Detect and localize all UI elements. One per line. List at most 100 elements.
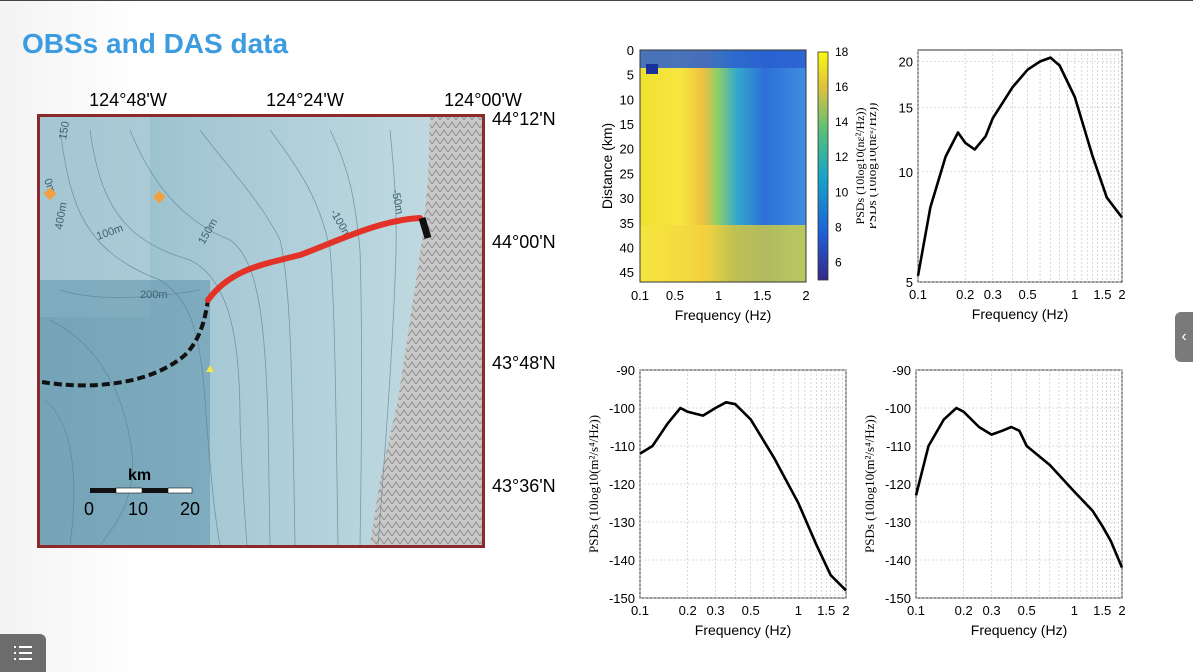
x-tick-label: 0.5 [1018, 603, 1036, 618]
svg-text:0m: 0m [41, 177, 58, 195]
x-tick-label: 0.2 [679, 603, 697, 618]
heatmap-y-tick-label: 10 [620, 92, 634, 107]
svg-text:124°00'W: 124°00'W [444, 90, 522, 110]
obs-station-marker [152, 190, 166, 204]
x-tick-label: 2 [842, 603, 849, 618]
outline-menu-button[interactable] [0, 634, 46, 672]
colorbar-tick-label: 18 [835, 45, 849, 59]
obs-station-marker [43, 187, 57, 201]
x-tick-label: 0.3 [984, 287, 1002, 302]
x-tick-label: 1.5 [1093, 603, 1111, 618]
y-tick-label: -140 [609, 553, 635, 568]
y-tick-label: -150 [885, 591, 911, 606]
heatmap-x-label: Frequency (Hz) [675, 307, 771, 323]
colorbar-tick-label: 6 [835, 255, 842, 269]
svg-text:-50m: -50m [389, 188, 405, 215]
station-triangle-marker [206, 365, 214, 372]
list-icon [14, 646, 32, 660]
colorbar-tick-label: 16 [835, 80, 849, 94]
x-tick-label: 0.3 [707, 603, 725, 618]
map-scale-bar: km 0 10 20 [84, 467, 200, 519]
y-tick-label: -100 [885, 401, 911, 416]
heatmap-y-tick-label: 15 [620, 117, 634, 132]
y-tick-label: 20 [899, 55, 913, 70]
colorbar-label: PSDs (10log10(nε²/Hz)) [853, 108, 867, 225]
x-tick-label: 0.5 [1019, 287, 1037, 302]
y-tick-label: -110 [886, 439, 911, 454]
y-tick-label: 10 [899, 165, 913, 180]
x-tick-label: 0.1 [909, 287, 927, 302]
x-tick-label: 2 [1118, 603, 1125, 618]
y-tick-label: 5 [906, 275, 913, 290]
das-psd-heatmap: 0 5 10 15 20 25 30 35 40 45 0.1 0.5 1 1.5 2 Frequency… [599, 43, 867, 323]
heatmap-x-tick-label: 0.1 [631, 288, 649, 303]
x-axis-label: Frequency (Hz) [971, 622, 1067, 638]
slide-title: OBSs and DAS data [22, 28, 289, 59]
x-tick-label: 0.1 [631, 603, 649, 618]
svg-text:20: 20 [180, 499, 200, 519]
das-psd-line-chart: 20 15 10 50.1 0.2 0.3 0.5 1 1.5 2 Frequency (Hz) PS… [870, 49, 1126, 322]
das-cable-landing [418, 216, 432, 240]
heatmap-y-tick-label: 45 [620, 265, 634, 280]
map-frame [37, 114, 485, 548]
colorbar-tick-label: 10 [835, 185, 849, 199]
svg-text:0: 0 [84, 499, 94, 519]
x-tick-label: 0.2 [955, 603, 973, 618]
heatmap-y-tick-label: 25 [620, 166, 634, 181]
das-cable-segment [205, 215, 423, 303]
colorbar-tick-label: 12 [835, 150, 849, 164]
y-tick-label: -110 [610, 439, 635, 454]
heatmap-x-ticks: 0.1 0.5 1 1.5 2 [631, 288, 810, 303]
das-cable-buried-segment [41, 299, 210, 388]
y-tick-label: -130 [609, 515, 635, 530]
heatmap-y-tick-label: 5 [627, 68, 634, 83]
grid-lines [915, 369, 1123, 599]
svg-text:43°36'N: 43°36'N [492, 476, 556, 496]
chevron-left-icon: ‹ [1181, 328, 1187, 345]
heatmap-x-tick-label: 2 [802, 288, 809, 303]
y-tick-label: -90 [616, 363, 635, 378]
y-axis-label: PSDs (10log10(m²/s⁴/Hz)) [586, 415, 601, 553]
bathymetry-map: 150 400m 100m 150m 200m -100m -50m 0m km… [37, 90, 556, 548]
svg-text:44°00'N: 44°00'N [492, 232, 556, 252]
y-tick-label: 15 [899, 100, 913, 115]
y-tick-label: -130 [885, 515, 911, 530]
map-lat-labels: 44°12'N 44°00'N 43°48'N 43°36'N [492, 109, 556, 496]
heatmap-x-tick-label: 1.5 [753, 288, 771, 303]
svg-text:43°48'N: 43°48'N [492, 353, 556, 373]
y-tick-label: -140 [885, 553, 911, 568]
svg-text:124°24'W: 124°24'W [266, 90, 344, 110]
plot-area [917, 49, 1123, 283]
grid-lines [917, 50, 1123, 283]
svg-text:124°48'W: 124°48'W [89, 90, 167, 110]
x-tick-label: 1 [1071, 287, 1078, 302]
x-tick-label: 0.5 [742, 603, 760, 618]
y-tick-label: -90 [892, 363, 911, 378]
y-tick-label: -150 [609, 591, 635, 606]
heatmap-y-label: Distance (km) [599, 123, 615, 209]
x-tick-label: 1.5 [1093, 287, 1111, 302]
x-tick-label: 0.3 [983, 603, 1001, 618]
y-axis-label: PSDs (10log10(m²/s⁴/Hz)) [862, 415, 877, 553]
x-axis-label: Frequency (Hz) [695, 622, 791, 638]
x-axis-label: Frequency (Hz) [972, 306, 1068, 322]
colorbar-ticks: 18 16 14 12 10 8 6 [835, 45, 849, 269]
y-tick-label: -120 [609, 477, 635, 492]
heatmap-x-tick-label: 0.5 [666, 288, 684, 303]
series-line [916, 56, 1124, 277]
colorbar-tick-label: 14 [835, 115, 849, 129]
heatmap-colorbar [817, 51, 829, 281]
series-line [914, 406, 1124, 569]
svg-text:10: 10 [128, 499, 148, 519]
heatmap-y-tick-label: 20 [620, 142, 634, 157]
heatmap-y-tick-label: 0 [627, 43, 634, 58]
x-tick-label: 0.2 [956, 287, 974, 302]
heatmap-y-tick-label: 35 [620, 216, 634, 231]
map-lon-labels: 124°48'W 124°24'W 124°00'W [89, 90, 522, 110]
y-tick-label: -120 [885, 477, 911, 492]
x-tick-label: 1 [1071, 603, 1078, 618]
side-panel-toggle-button[interactable]: ‹ [1175, 312, 1193, 362]
svg-text:200m: 200m [140, 289, 168, 301]
heatmap-plot-area [639, 49, 807, 283]
